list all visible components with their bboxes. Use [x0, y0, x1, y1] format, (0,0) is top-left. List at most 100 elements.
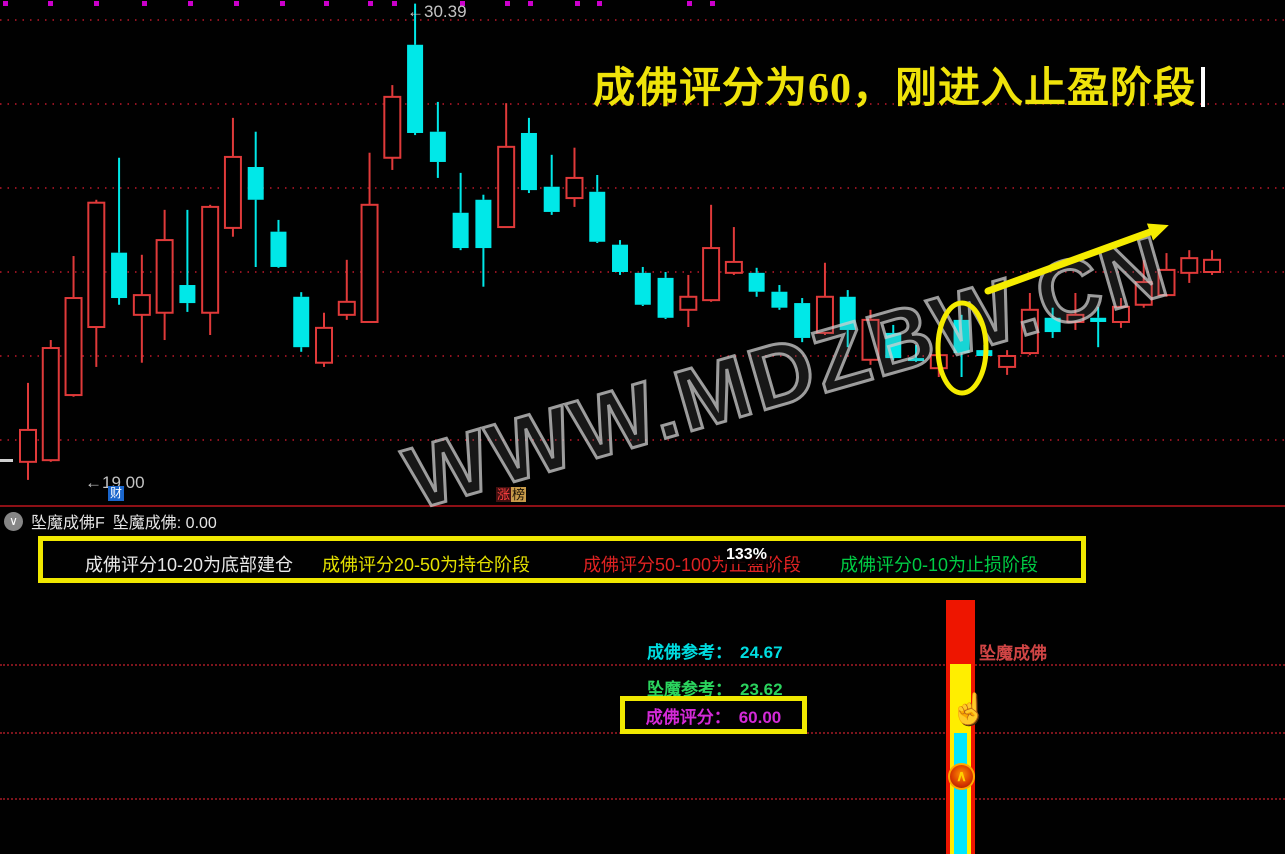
panel-separator — [0, 505, 1285, 507]
candle-up — [1134, 281, 1153, 306]
candle-down — [452, 212, 469, 249]
signal-dot — [597, 1, 602, 6]
candle-up — [1066, 313, 1085, 323]
candle-up — [41, 347, 60, 462]
candle-up — [1111, 305, 1130, 323]
signal-dot — [528, 1, 533, 6]
candle-up — [679, 295, 698, 311]
text-caret — [1201, 67, 1206, 107]
candle-up — [1020, 308, 1039, 355]
chevron-down-icon[interactable]: ∨ — [4, 511, 23, 531]
chengfo-score-label: 成佛评分： — [645, 707, 731, 727]
signal-dot — [368, 1, 373, 6]
candle-down — [908, 358, 925, 362]
candle-down — [247, 167, 264, 200]
candle-up — [815, 295, 834, 334]
annotation-text-input[interactable]: 成佛评分为60，刚进入止盈阶段 — [593, 54, 1206, 115]
candle-up — [337, 300, 356, 316]
candle-up — [223, 155, 242, 229]
indicator-gridline — [0, 664, 1285, 666]
candle-down — [1090, 317, 1107, 322]
signal-dot — [575, 1, 580, 6]
candle-up — [1157, 268, 1176, 297]
trend-arrow-head — [1146, 223, 1169, 241]
chengfo-score-box: 成佛评分： 60.00 — [620, 696, 807, 734]
candle-up — [1203, 258, 1222, 274]
signal-dot — [392, 1, 397, 6]
indicator-name[interactable]: 坠魔成佛F — [31, 515, 105, 532]
candle-up — [155, 239, 174, 314]
candle-up — [19, 428, 37, 463]
candle-up — [724, 260, 743, 274]
legend-item-hold-stage: 成佛评分20-50为持仓阶段 — [322, 555, 531, 575]
coin-chevron-icon[interactable]: ∧ — [948, 763, 975, 790]
indicator-header: ∨ 坠魔成佛F 坠魔成佛: 0.00 — [4, 509, 217, 533]
candle-down — [657, 277, 674, 318]
hand-cursor-icon: ☝ — [950, 693, 988, 726]
low-price-label: ←19.00 — [85, 473, 145, 492]
zhuimo-reference-label: 坠魔参考： — [647, 680, 732, 699]
candle-up — [383, 95, 402, 159]
finance-badge[interactable]: 财 — [108, 486, 125, 501]
annotation-text: 成佛评分为60，刚进入止盈阶段 — [593, 66, 1197, 112]
candle-up — [497, 145, 516, 229]
candle-up — [64, 297, 83, 397]
chengfo-reference-row: 成佛参考： 24.67 — [647, 638, 783, 663]
chengfo-reference-value: 24.67 — [740, 643, 783, 662]
candle-down — [839, 296, 856, 330]
zhuimo-reference-row: 坠魔参考： 23.62 — [647, 675, 783, 700]
trend-arrow-shaft — [984, 228, 1154, 295]
candle-up — [702, 247, 721, 302]
candle-up — [87, 201, 106, 329]
stage-bar-segment — [950, 600, 971, 664]
gainers-badge[interactable]: 涨榜 — [496, 487, 527, 503]
candle-down — [748, 272, 765, 292]
gainers-badge-char-1: 涨 — [496, 487, 512, 502]
zhuimo-reference-value: 23.62 — [740, 680, 783, 699]
candle-up — [998, 355, 1017, 368]
candle-down — [885, 332, 902, 359]
candle-up — [201, 205, 220, 314]
signal-dot — [460, 1, 465, 6]
candle-down — [270, 231, 287, 267]
indicator-gridline — [0, 798, 1285, 800]
annotation-overlay — [935, 223, 1169, 396]
stage-progress-bar — [946, 600, 975, 854]
candle-down — [794, 303, 811, 338]
legend-item-stop-loss: 成佛评分0-10为止损阶段 — [840, 555, 1039, 575]
signal-dot — [234, 1, 239, 6]
candle-up — [565, 176, 584, 200]
stage-bar-segment — [950, 664, 971, 733]
candle-down — [612, 244, 629, 272]
candle-down — [520, 132, 537, 191]
signal-dot — [48, 1, 53, 6]
legend-item-bottom-build: 成佛评分10-20为底部建仓 — [85, 555, 294, 575]
highlight-ellipse — [935, 300, 989, 396]
high-price-label: ←30.39 — [407, 2, 467, 21]
kline-chart[interactable] — [0, 0, 1285, 508]
candle-down — [953, 319, 970, 354]
signal-dot — [94, 1, 99, 6]
chengfo-score-row: 成佛评分： 60.00 — [646, 703, 782, 728]
signal-dot — [505, 1, 510, 6]
candle-up — [1180, 257, 1199, 274]
candle-down — [429, 131, 446, 162]
candle-up — [360, 203, 379, 323]
signal-dot — [324, 1, 329, 6]
candle-down — [407, 44, 424, 133]
candle-up — [315, 326, 334, 364]
candle-down — [771, 291, 788, 308]
candle-up — [132, 294, 151, 316]
candle-down — [634, 272, 651, 305]
candle-down — [589, 191, 606, 242]
candle-down — [543, 186, 560, 212]
signal-dot — [188, 1, 193, 6]
stage-bar-label: 坠魔成佛 — [979, 644, 1047, 663]
chengfo-reference-label: 成佛参考： — [647, 643, 732, 662]
signal-dot — [280, 1, 285, 6]
signal-dot — [687, 1, 692, 6]
score-legend-box: 成佛评分10-20为底部建仓 成佛评分20-50为持仓阶段 成佛评分50-100… — [38, 536, 1086, 583]
candle-down — [475, 199, 492, 249]
candle-down — [1044, 317, 1061, 333]
candle-down — [111, 252, 128, 299]
